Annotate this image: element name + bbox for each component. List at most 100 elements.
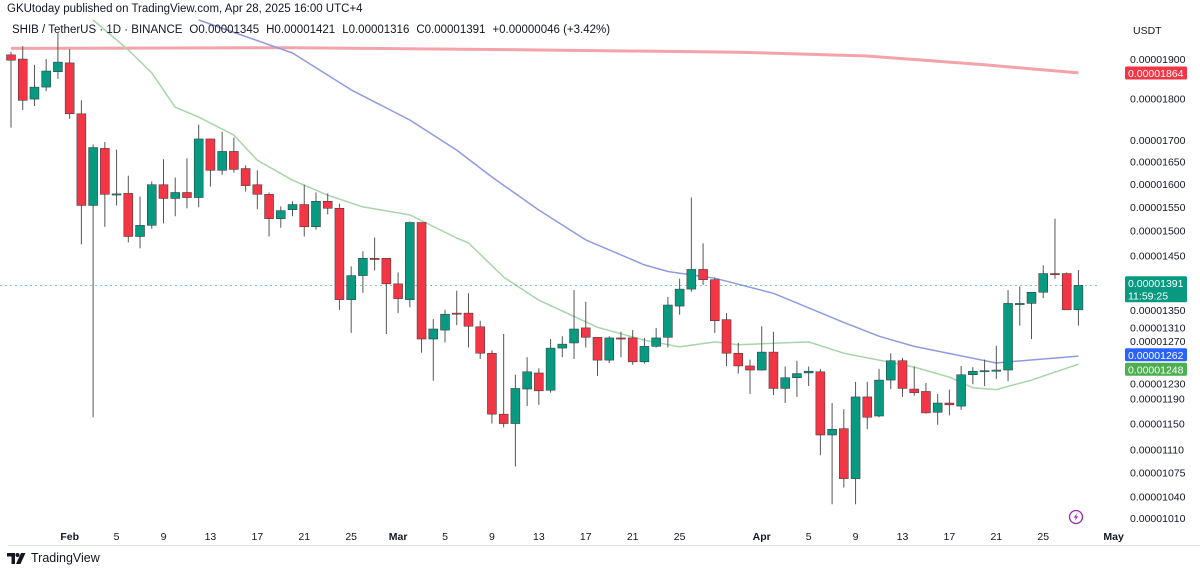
time-tick-label: 13 (897, 531, 909, 543)
price-tick-label: 0.00001230 (1130, 378, 1186, 390)
candle (897, 357, 908, 397)
candle-body (862, 396, 873, 418)
time-tick-label: 13 (205, 531, 217, 543)
candle (991, 345, 1002, 379)
price-tick-label: 0.00001900 (1130, 54, 1186, 66)
lightning-icon[interactable] (1068, 509, 1084, 525)
time-axis[interactable]: Feb 5 9 13 17 21 25 Mar 5 9 13 17 21 25 Apr 5 9 13 17 21 25 M… (60, 531, 1124, 543)
price-tick-label: 0.00001010 (1130, 513, 1186, 525)
price-tick-label: 0.00001110 (1130, 444, 1184, 456)
candle (29, 64, 40, 107)
candle-body (616, 337, 626, 340)
candle-body (29, 86, 40, 100)
brand-name: TradingView (31, 551, 100, 565)
candle-layer (6, 33, 1084, 505)
footer: TradingView (7, 551, 100, 565)
candle (839, 409, 849, 488)
candle-body (956, 374, 966, 407)
price-badge: 0.00001864 (1125, 66, 1187, 80)
symbol-label[interactable]: SHIB / TetherUS · 1D · BINANCE (12, 24, 183, 36)
candle (733, 342, 744, 374)
candle (299, 184, 309, 237)
candle (369, 237, 380, 271)
candle (1003, 290, 1013, 382)
candle-body (428, 328, 439, 340)
candle-body (1073, 285, 1084, 311)
candle-body (968, 370, 978, 375)
candle-body (803, 370, 814, 374)
candle-body (416, 222, 427, 340)
candle-body (815, 371, 826, 436)
candle-body (358, 258, 368, 276)
candle (463, 293, 474, 348)
time-tick-label: 17 (580, 531, 592, 543)
candle (1015, 286, 1025, 326)
price-badge-bg (1125, 362, 1187, 376)
candle-body (663, 304, 673, 338)
price-badge-bg (1125, 348, 1187, 362)
candle (358, 251, 368, 293)
candle (229, 137, 239, 173)
candle-body (182, 192, 192, 198)
candle (639, 337, 650, 364)
candle-body (979, 370, 990, 373)
candle-body (381, 258, 392, 285)
candle-body (756, 351, 767, 371)
price-tick-label: 0.00001450 (1130, 250, 1186, 262)
candle-body (651, 337, 661, 347)
candle (545, 339, 556, 393)
price-tick-label: 0.00001150 (1130, 419, 1185, 431)
time-tick-label: May (1103, 531, 1124, 543)
candle-body (733, 352, 744, 367)
price-unit-label[interactable]: USDT (1133, 25, 1162, 37)
candle-body (897, 360, 908, 389)
candle (64, 49, 75, 119)
moving-average-line (198, 19, 1079, 364)
footer-divider (8, 545, 1200, 546)
candle (1073, 269, 1084, 326)
candle (698, 243, 708, 285)
price-badge: 0.00001248 (1125, 362, 1187, 376)
candle (240, 165, 251, 192)
candle-body (545, 347, 556, 391)
time-tick-label: 5 (806, 531, 812, 543)
candle (510, 374, 521, 467)
price-tick-label: 0.00001075 (1130, 468, 1186, 480)
candle-body (135, 225, 145, 237)
candle (815, 368, 826, 456)
moving-average-line (92, 19, 1079, 391)
candle (581, 301, 591, 348)
candle-body (111, 193, 122, 196)
price-tick-label: 0.00001310 (1130, 322, 1186, 334)
candle (604, 336, 614, 364)
candle-body (932, 402, 943, 413)
candle (381, 258, 392, 334)
candle-body (604, 337, 614, 361)
candle-body (627, 337, 638, 363)
candle-body (498, 413, 509, 424)
candle (792, 360, 802, 397)
candle-body (334, 208, 345, 300)
candle (592, 337, 603, 376)
price-badge-label: 0.00001248 (1128, 364, 1184, 376)
price-tick-label: 0.00001700 (1130, 135, 1186, 147)
candle (768, 331, 779, 396)
time-tick-label: 17 (944, 531, 956, 543)
candle (968, 367, 978, 385)
candle-body (710, 279, 720, 321)
price-badge-label: 0.00001864 (1128, 68, 1184, 80)
candle-body (850, 396, 861, 479)
candle-body (252, 184, 263, 195)
candle-body (53, 61, 63, 73)
candle (393, 272, 403, 314)
candle-body (205, 138, 216, 171)
time-tick-label: 21 (298, 531, 310, 543)
tradingview-logo-icon (7, 552, 26, 564)
time-tick-label: 25 (674, 531, 686, 543)
price-axis[interactable]: 0.00001900 0.00001800 0.00001700 0.00001650… (1130, 54, 1186, 525)
candle-body (1061, 273, 1072, 311)
candle (123, 175, 134, 243)
candle-body (276, 210, 286, 219)
